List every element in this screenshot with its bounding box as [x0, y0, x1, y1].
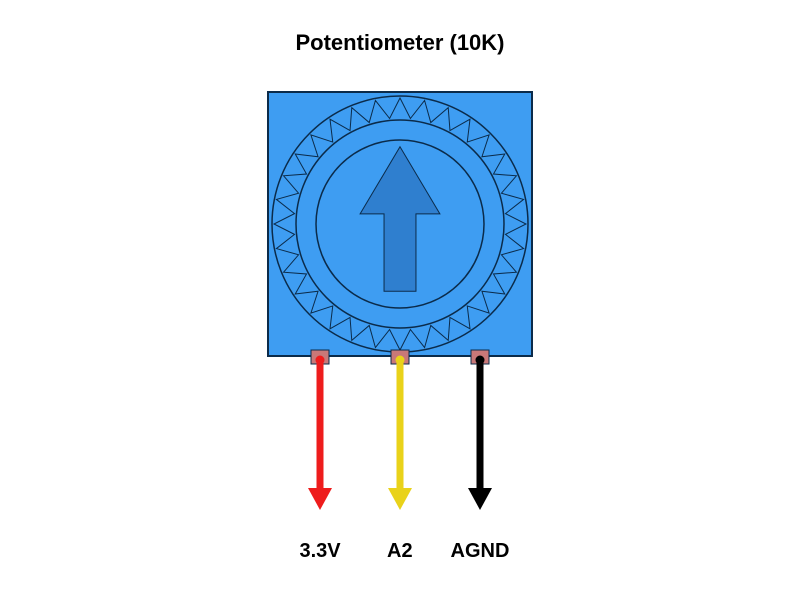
diagram-stage: [0, 0, 800, 600]
pin-label-2: AGND: [451, 540, 510, 563]
wire-arrows: [308, 356, 492, 511]
potentiometer: [268, 92, 532, 364]
pin-label-1: A2: [387, 540, 413, 563]
pin-label-0: 3.3V: [300, 540, 341, 563]
